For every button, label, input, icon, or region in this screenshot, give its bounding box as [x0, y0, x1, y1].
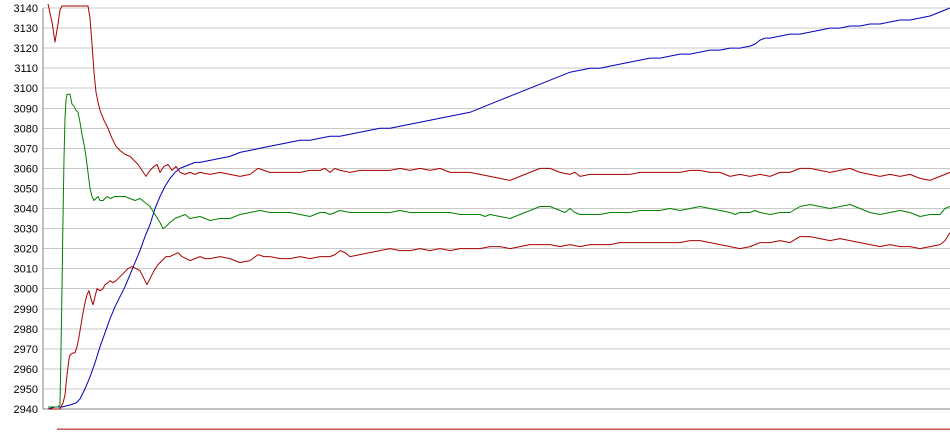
green-line	[48, 93, 950, 408]
y-axis-tick-label: 3130	[14, 23, 38, 35]
y-axis-tick-label: 3000	[14, 284, 38, 296]
y-axis-tick-label: 2970	[14, 344, 38, 356]
blue-line	[47, 7, 950, 410]
y-axis-tick-label: 3140	[14, 3, 38, 15]
y-axis-tick-label: 3030	[14, 224, 38, 236]
y-axis-tick-label: 2990	[14, 304, 38, 316]
y-axis-tick-label: 2940	[14, 404, 38, 416]
y-axis-tick-label: 3090	[14, 103, 38, 115]
y-axis-tick-label: 3070	[14, 143, 38, 155]
y-axis-tick-label: 3060	[14, 163, 38, 175]
y-axis-tick-label: 3010	[14, 264, 38, 276]
y-axis-tick-label: 2950	[14, 384, 38, 396]
y-axis-tick-label: 3040	[14, 204, 38, 216]
y-axis-tick-label: 2960	[14, 364, 38, 376]
red-upper-line	[47, 3, 950, 181]
y-axis-tick-label: 3120	[14, 43, 38, 55]
y-axis-tick-label: 2980	[14, 324, 38, 336]
y-axis-tick-label: 3110	[14, 63, 38, 75]
y-axis-tick-label: 3100	[14, 83, 38, 95]
red-lower-line	[48, 232, 950, 410]
y-axis-tick-label: 3080	[14, 123, 38, 135]
y-axis-tick-label: 3020	[14, 244, 38, 256]
y-axis-tick-label: 3050	[14, 183, 38, 195]
